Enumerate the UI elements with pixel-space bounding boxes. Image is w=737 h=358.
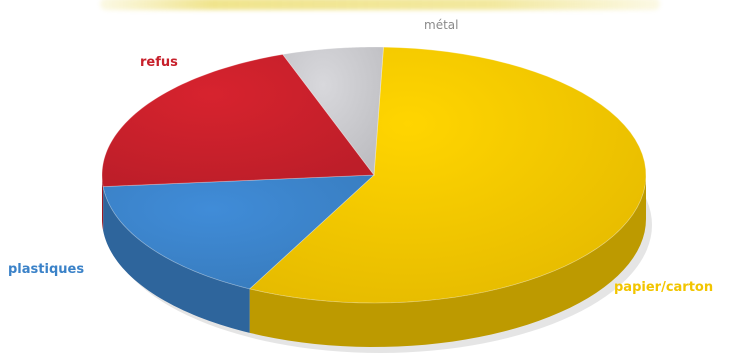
pie-side-papier-carton — [249, 175, 647, 347]
pie-top — [101, 46, 647, 304]
pie-side-refus — [102, 175, 104, 231]
pie-slice-m-tal — [282, 46, 384, 177]
pie-side-plastiques — [103, 186, 250, 333]
slice-label-plastiques: plastiques — [8, 262, 85, 277]
pie-sides — [102, 175, 647, 347]
pie-slice-papier-carton — [248, 46, 647, 304]
slice-label-papier-carton: papier/carton — [614, 280, 714, 295]
pie-slice-refus — [101, 53, 375, 188]
slice-label-metal: métal — [424, 18, 459, 32]
chart-title-blurred — [100, 0, 660, 10]
slice-label-refus: refus — [140, 55, 178, 70]
pie-slice-plastiques — [102, 174, 376, 290]
